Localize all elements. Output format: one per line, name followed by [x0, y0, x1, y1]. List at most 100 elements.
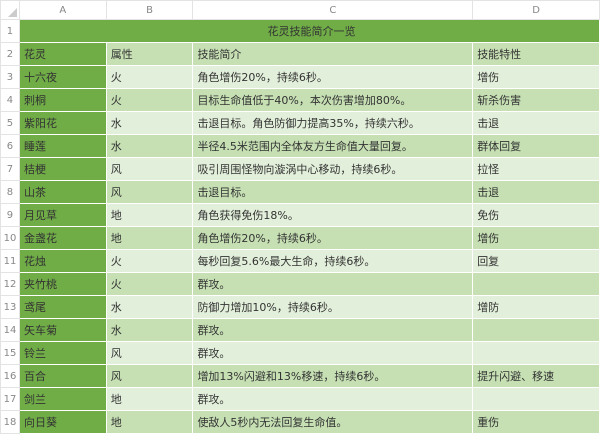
cell-skill[interactable]: 击退目标。角色防御力提高35%，持续六秒。	[192, 111, 474, 135]
cell-skill[interactable]: 角色获得免伤18%。	[192, 203, 474, 227]
row-number[interactable]: 10	[0, 226, 20, 250]
cell-name[interactable]: 向日葵	[18, 410, 107, 434]
row-number[interactable]: 8	[0, 180, 20, 204]
cell-name[interactable]: 刺桐	[18, 88, 107, 112]
title-row: 1 花灵技能简介一览	[0, 19, 600, 43]
cell-name[interactable]: 紫阳花	[18, 111, 107, 135]
cell-name[interactable]: 花烛	[18, 249, 107, 273]
cell-attribute[interactable]: 风	[105, 364, 194, 388]
cell-name[interactable]: 月见草	[18, 203, 107, 227]
cell-skill[interactable]: 使敌人5秒内无法回复生命值。	[192, 410, 474, 434]
header-cell-skill[interactable]: 技能简介	[192, 42, 474, 66]
row-number[interactable]: 3	[0, 65, 20, 89]
cell-name[interactable]: 鸢尾	[18, 295, 107, 319]
table-row: 18 向日葵地使敌人5秒内无法回复生命值。 重伤	[0, 410, 600, 434]
row-number[interactable]: 7	[0, 157, 20, 181]
cell-name[interactable]: 十六夜	[18, 65, 107, 89]
row-number[interactable]: 13	[0, 295, 20, 319]
cell-name[interactable]: 金盏花	[18, 226, 107, 250]
cell-skill[interactable]: 群攻。	[192, 341, 474, 365]
cell-trait[interactable]: 重伤	[472, 410, 600, 434]
cell-skill[interactable]: 群攻。	[192, 318, 474, 342]
cell-trait[interactable]: 斩杀伤害	[472, 88, 600, 112]
cell-skill[interactable]: 角色增伤20%，持续6秒。	[192, 226, 474, 250]
cell-skill[interactable]: 目标生命值低于40%，本次伤害增加80%。	[192, 88, 474, 112]
sheet-title-cell[interactable]: 花灵技能简介一览	[18, 19, 600, 43]
header-cell-attribute[interactable]: 属性	[105, 42, 194, 66]
cell-skill[interactable]: 群攻。	[192, 272, 474, 296]
header-cell-trait[interactable]: 技能特性	[472, 42, 600, 66]
cell-attribute[interactable]: 火	[105, 249, 194, 273]
cell-name[interactable]: 百合	[18, 364, 107, 388]
column-header-d[interactable]: D	[472, 0, 600, 20]
cell-attribute[interactable]: 火	[105, 272, 194, 296]
row-number[interactable]: 14	[0, 318, 20, 342]
cell-attribute[interactable]: 水	[105, 134, 194, 158]
row-number[interactable]: 15	[0, 341, 20, 365]
cell-trait[interactable]: 增防	[472, 295, 600, 319]
cell-skill[interactable]: 击退目标。	[192, 180, 474, 204]
column-header-c[interactable]: C	[192, 0, 474, 20]
table-row: 6 睡莲水半径4.5米范围内全体友方生命值大量回复。 群体回复	[0, 134, 600, 158]
cell-skill[interactable]: 吸引周围怪物向漩涡中心移动，持续6秒。	[192, 157, 474, 181]
table-row: 12 夹竹桃火群攻。	[0, 272, 600, 296]
cell-trait[interactable]	[472, 318, 600, 342]
cell-name[interactable]: 铃兰	[18, 341, 107, 365]
cell-trait[interactable]	[472, 272, 600, 296]
row-number[interactable]: 4	[0, 88, 20, 112]
row-number[interactable]: 18	[0, 410, 20, 434]
cell-attribute[interactable]: 风	[105, 180, 194, 204]
table-row: 10 金盏花地角色增伤20%，持续6秒。 增伤	[0, 226, 600, 250]
header-row: 2 花灵 属性 技能简介 技能特性	[0, 42, 600, 66]
cell-trait[interactable]	[472, 387, 600, 411]
cell-trait[interactable]: 增伤	[472, 65, 600, 89]
table-row: 14 矢车菊水群攻。	[0, 318, 600, 342]
cell-name[interactable]: 矢车菊	[18, 318, 107, 342]
cell-trait[interactable]: 拉怪	[472, 157, 600, 181]
row-number[interactable]: 16	[0, 364, 20, 388]
cell-attribute[interactable]: 水	[105, 111, 194, 135]
select-all-corner[interactable]	[0, 0, 20, 20]
cell-attribute[interactable]: 火	[105, 88, 194, 112]
column-header-b[interactable]: B	[105, 0, 194, 20]
cell-attribute[interactable]: 水	[105, 318, 194, 342]
cell-name[interactable]: 桔梗	[18, 157, 107, 181]
cell-skill[interactable]: 每秒回复5.6%最大生命，持续6秒。	[192, 249, 474, 273]
cell-skill[interactable]: 半径4.5米范围内全体友方生命值大量回复。	[192, 134, 474, 158]
row-number[interactable]: 1	[0, 19, 20, 43]
table-row: 15 铃兰风群攻。	[0, 341, 600, 365]
row-number[interactable]: 12	[0, 272, 20, 296]
cell-trait[interactable]: 提升闪避、移速	[472, 364, 600, 388]
cell-name[interactable]: 山茶	[18, 180, 107, 204]
row-number[interactable]: 5	[0, 111, 20, 135]
cell-name[interactable]: 夹竹桃	[18, 272, 107, 296]
cell-skill[interactable]: 角色增伤20%，持续6秒。	[192, 65, 474, 89]
cell-attribute[interactable]: 地	[105, 203, 194, 227]
header-cell-name[interactable]: 花灵	[18, 42, 107, 66]
cell-attribute[interactable]: 地	[105, 410, 194, 434]
cell-trait[interactable]: 击退	[472, 180, 600, 204]
row-number[interactable]: 2	[0, 42, 20, 66]
cell-name[interactable]: 剑兰	[18, 387, 107, 411]
cell-attribute[interactable]: 风	[105, 341, 194, 365]
cell-trait[interactable]: 击退	[472, 111, 600, 135]
cell-attribute[interactable]: 水	[105, 295, 194, 319]
cell-skill[interactable]: 增加13%闪避和13%移速，持续6秒。	[192, 364, 474, 388]
cell-trait[interactable]: 群体回复	[472, 134, 600, 158]
cell-trait[interactable]: 增伤	[472, 226, 600, 250]
cell-trait[interactable]: 免伤	[472, 203, 600, 227]
column-header-a[interactable]: A	[18, 0, 107, 20]
cell-attribute[interactable]: 地	[105, 387, 194, 411]
row-number[interactable]: 11	[0, 249, 20, 273]
cell-trait[interactable]: 回复	[472, 249, 600, 273]
row-number[interactable]: 6	[0, 134, 20, 158]
cell-skill[interactable]: 群攻。	[192, 387, 474, 411]
cell-name[interactable]: 睡莲	[18, 134, 107, 158]
row-number[interactable]: 17	[0, 387, 20, 411]
cell-trait[interactable]	[472, 341, 600, 365]
cell-attribute[interactable]: 地	[105, 226, 194, 250]
cell-attribute[interactable]: 火	[105, 65, 194, 89]
row-number[interactable]: 9	[0, 203, 20, 227]
cell-attribute[interactable]: 风	[105, 157, 194, 181]
cell-skill[interactable]: 防御力增加10%，持续6秒。	[192, 295, 474, 319]
